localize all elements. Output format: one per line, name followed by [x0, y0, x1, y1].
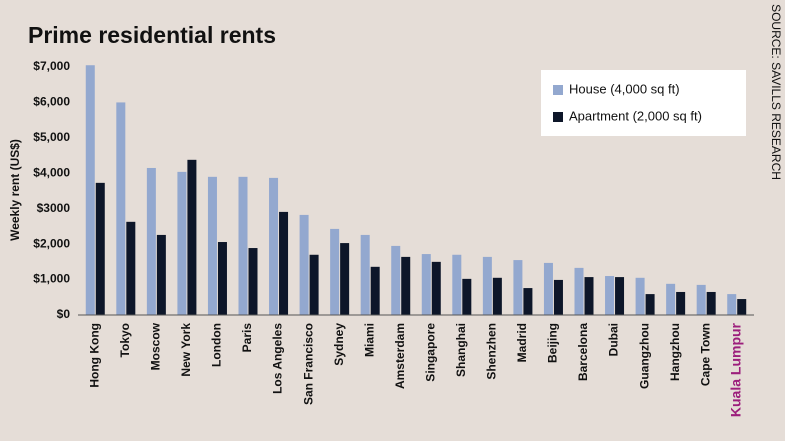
bar [462, 278, 472, 315]
legend-box [541, 70, 746, 136]
bar [421, 254, 431, 315]
bar [269, 177, 279, 315]
bar [482, 256, 492, 315]
y-tick-label: $2,000 [33, 236, 70, 250]
x-tick-label: Cape Town [698, 323, 712, 386]
bar [523, 288, 533, 315]
x-tick-label: Tokyo [118, 323, 132, 357]
bar [370, 266, 380, 315]
bar [635, 277, 645, 315]
x-tick-label: Beijing [546, 323, 560, 363]
legend-label: House (4,000 sq ft) [569, 81, 680, 96]
x-tick-label: Barcelona [576, 323, 590, 381]
x-tick-label: Kuala Lumpur [727, 322, 743, 417]
source: SOURCE: SAVILLS RESEARCH [769, 4, 783, 180]
y-tick-label: $3000 [37, 201, 71, 215]
chart-title: Prime residential rents [28, 22, 276, 48]
bar [217, 242, 227, 315]
y-tick-label: $0 [57, 307, 71, 321]
bar [248, 248, 258, 315]
y-tick-label: $7,000 [33, 59, 70, 73]
bar [706, 291, 716, 315]
y-tick-label: $6,000 [33, 95, 70, 109]
bar [492, 277, 502, 315]
x-tick-label: Guangzhou [637, 323, 651, 389]
bar [95, 182, 105, 315]
bar [553, 279, 563, 315]
legend-label: Apartment (2,000 sq ft) [569, 108, 702, 123]
bar [309, 254, 319, 315]
x-tick-label: Hong Kong [87, 323, 101, 388]
y-tick-label: $5,000 [33, 130, 70, 144]
legend-swatch [553, 85, 563, 95]
bar [177, 171, 187, 315]
x-tick-label: Shanghai [454, 323, 468, 377]
bar [513, 260, 523, 315]
x-tick-label: Sydney [332, 323, 346, 366]
x-tick-label: Amsterdam [393, 323, 407, 389]
bar [401, 256, 411, 315]
y-tick-label: $4,000 [33, 165, 70, 179]
bar [696, 284, 706, 315]
x-tick-label: Madrid [515, 323, 529, 362]
bar [238, 176, 248, 315]
bar [737, 299, 747, 315]
bar [645, 294, 655, 315]
bar [340, 243, 350, 315]
bar [187, 159, 197, 315]
bar [543, 262, 553, 315]
bar [452, 254, 462, 315]
x-tick-label: Moscow [149, 322, 163, 370]
bar [299, 214, 309, 315]
bar [116, 102, 126, 315]
x-tick-label: Hangzhou [668, 323, 682, 381]
bar [207, 176, 217, 315]
x-tick-label: Paris [240, 323, 254, 353]
bar [360, 234, 370, 315]
bar [584, 277, 594, 315]
bar [727, 294, 737, 315]
x-tick-label: Los Angeles [271, 323, 285, 394]
bar [279, 211, 289, 315]
bar [574, 267, 584, 315]
bar [605, 276, 615, 315]
y-axis-label: Weekly rent (US$) [8, 139, 22, 241]
bar [431, 261, 441, 315]
x-tick-label: San Francisco [301, 323, 315, 405]
x-tick-label: Shenzhen [485, 323, 499, 380]
bar [330, 228, 340, 315]
bar [146, 167, 156, 315]
y-tick-label: $1,000 [33, 272, 70, 286]
x-tick-label: Dubai [607, 323, 621, 356]
x-tick-label: Miami [362, 323, 376, 357]
legend-swatch [553, 112, 563, 122]
bar [391, 245, 401, 315]
x-tick-label: New York [179, 323, 193, 377]
bar [666, 283, 676, 315]
bar [156, 234, 166, 315]
bar [615, 277, 625, 315]
bar [676, 291, 686, 315]
bar [126, 221, 136, 315]
x-tick-label: Singapore [423, 323, 437, 382]
bar [85, 65, 95, 315]
x-tick-label: London [210, 323, 224, 367]
